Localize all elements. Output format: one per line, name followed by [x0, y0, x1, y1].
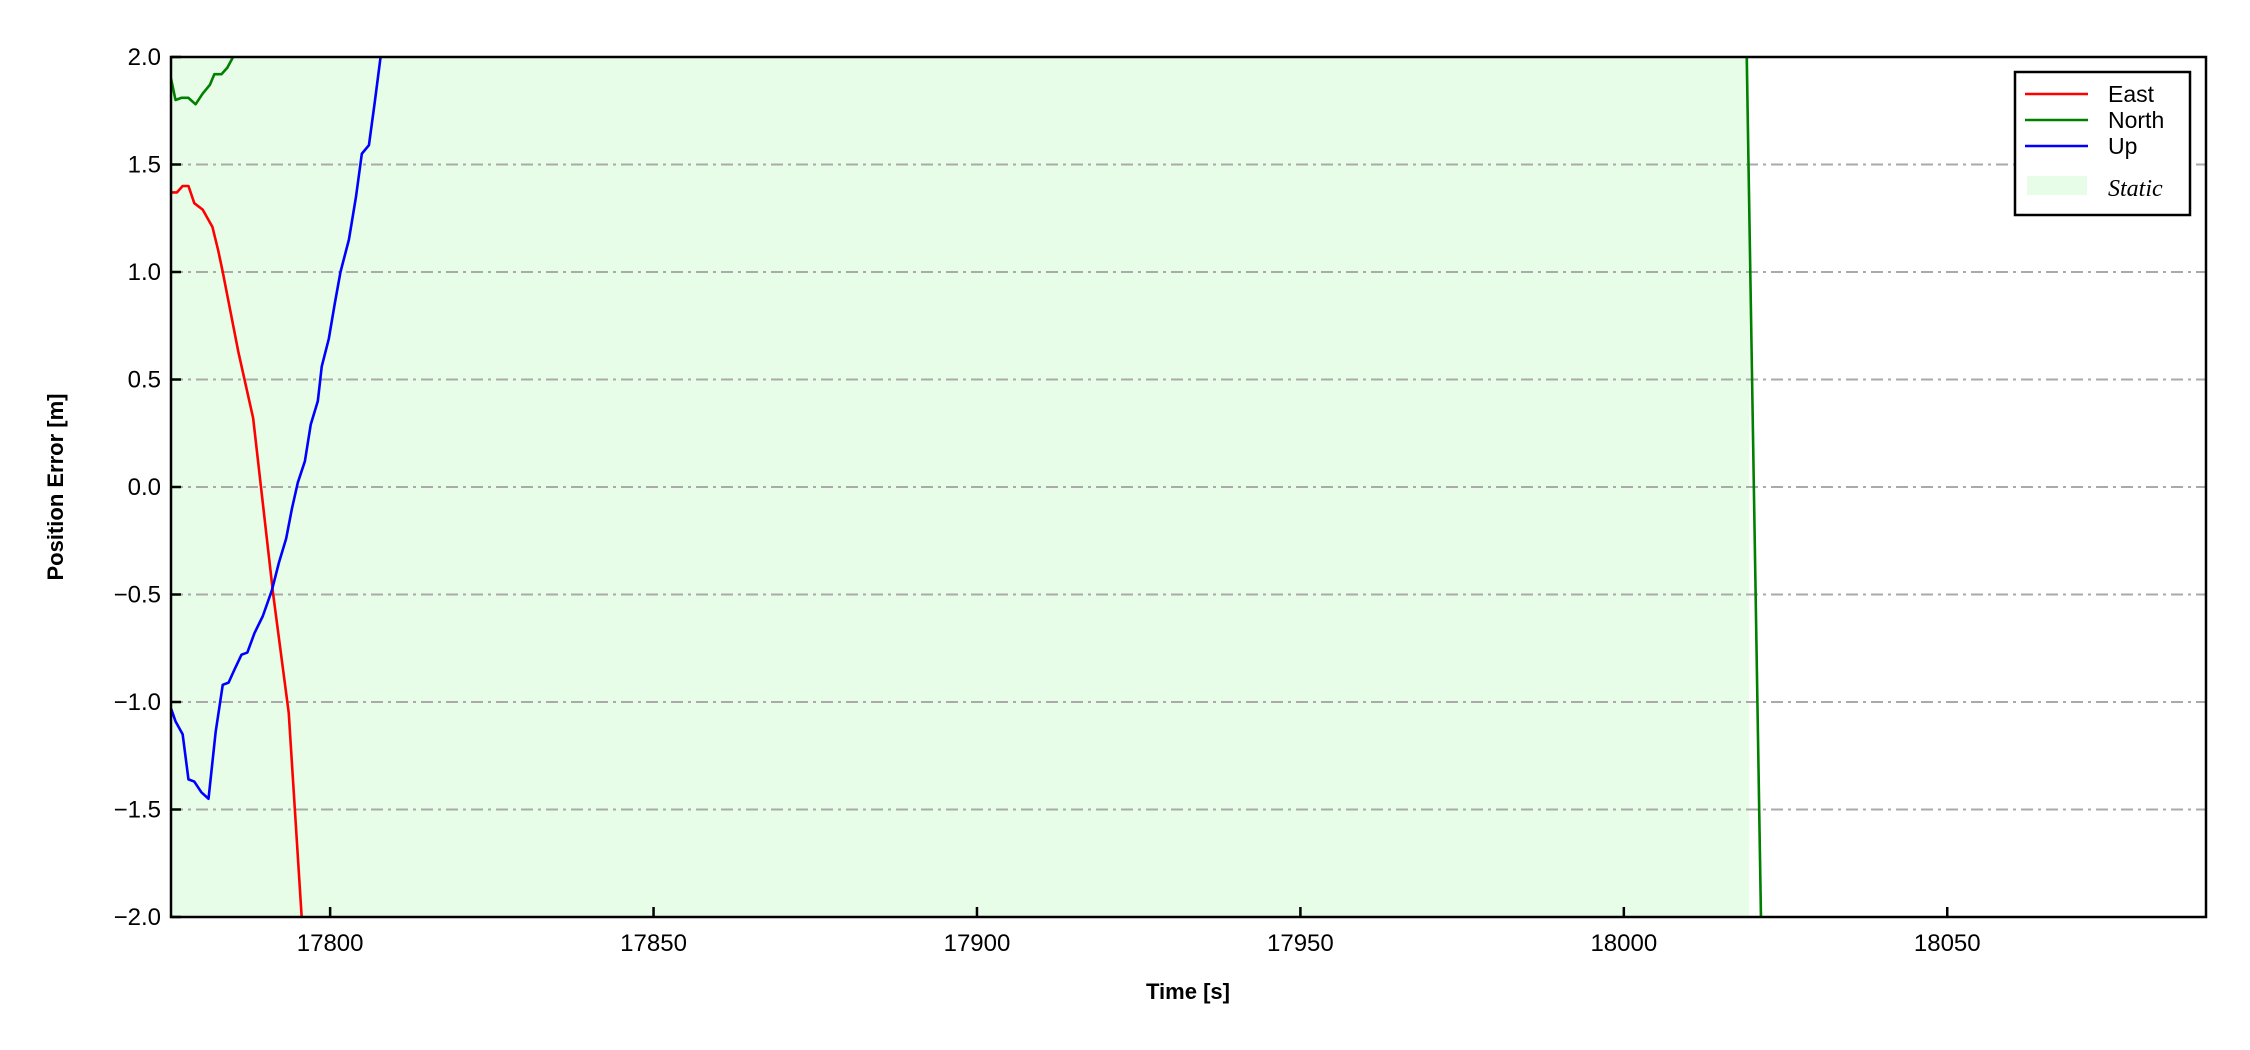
series-line-east — [171, 184, 303, 917]
y-axis-label: Position Error [m] — [43, 393, 68, 580]
x-tick-label: 17850 — [620, 930, 687, 957]
series-line-north — [1745, 57, 1763, 917]
legend-label-north: North — [2108, 107, 2164, 133]
y-tick-label: −1.5 — [114, 797, 161, 824]
x-tick-label: 18000 — [1590, 930, 1657, 957]
y-tick-label: 0.5 — [128, 367, 161, 394]
x-tick-label: 18050 — [1914, 930, 1981, 957]
y-tick-label: −2.0 — [114, 904, 161, 931]
legend-label-static: Static — [2108, 176, 2163, 202]
legend-label-up: Up — [2108, 133, 2137, 159]
series-line-up — [171, 57, 382, 801]
y-tick-label: 1.5 — [128, 152, 161, 179]
x-tick-label: 17900 — [944, 930, 1011, 957]
static-region — [171, 57, 1750, 917]
x-tick-label: 17950 — [1267, 930, 1334, 957]
y-tick-label: 2.0 — [128, 44, 161, 71]
y-tick-label: 1.0 — [128, 259, 161, 286]
y-tick-label: −0.5 — [114, 582, 161, 609]
y-tick-label: −1.0 — [114, 689, 161, 716]
x-tick-label: 17800 — [297, 930, 364, 957]
y-tick-label: 0.0 — [128, 474, 161, 501]
x-axis-label: Time [s] — [1146, 979, 1230, 1004]
legend-swatch-static — [2027, 176, 2087, 195]
legend-label-east: East — [2108, 81, 2155, 107]
series-line-north — [171, 57, 235, 106]
